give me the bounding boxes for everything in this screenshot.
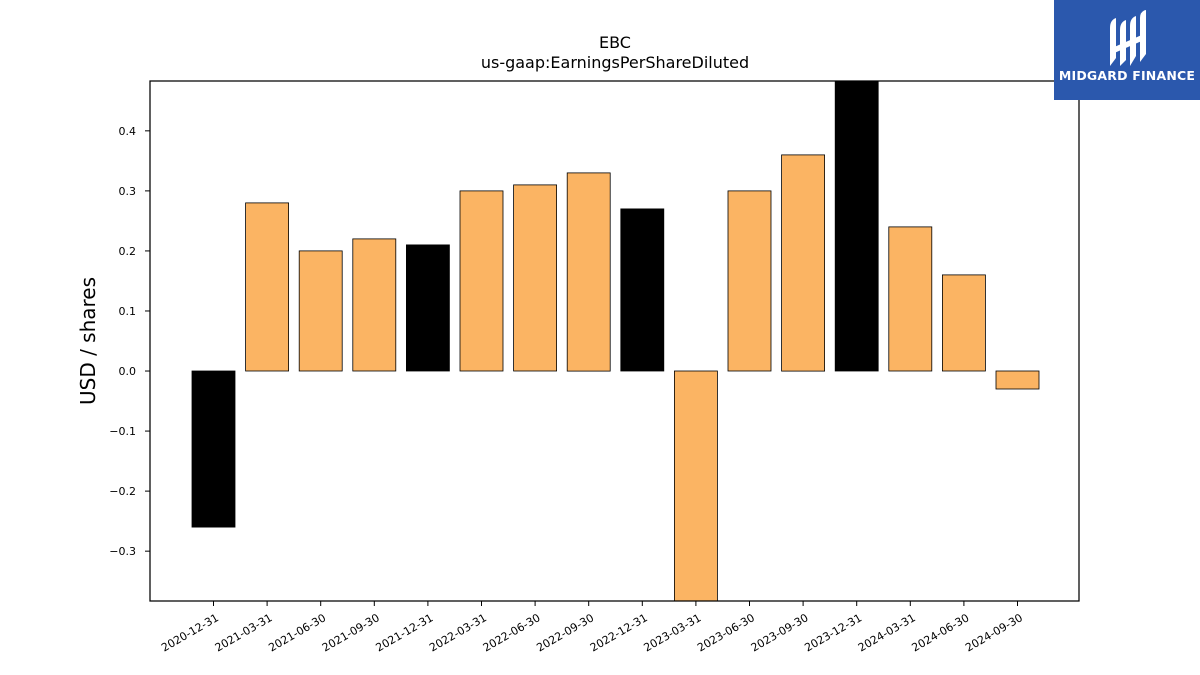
bar-2022-03-31 [459,190,504,372]
y-tick-label: −0.1 [109,425,136,438]
midgard-finance-logo: MIDGARD FINANCE [1054,0,1200,100]
x-axis: 2020-12-312021-03-312021-06-302021-09-30… [159,601,1025,654]
logo-text: MIDGARD FINANCE [1058,68,1196,83]
bar-2024-06-30 [942,274,986,372]
x-tick-label: 2021-12-31 [374,611,436,654]
y-tick-label: 0.1 [119,305,137,318]
x-tick-label: 2020-12-31 [159,611,221,654]
bar-2022-12-31 [620,208,665,372]
bar-2021-03-31 [245,202,290,372]
midgard-logo-icon [1110,10,1146,66]
y-axis: −0.3 −0.2 −0.1 0.0 0.1 0.2 0.3 0.4 [109,125,150,558]
x-tick-label: 2022-06-30 [481,611,543,654]
bar-2023-12-31 [834,81,879,372]
y-axis-label: USD / shares [76,277,100,405]
chart-subtitle: us-gaap:EarningsPerShareDiluted [481,53,749,72]
x-tick-label: 2022-09-30 [534,611,596,654]
y-tick-label: −0.3 [109,545,136,558]
x-tick-label: 2024-06-30 [910,611,972,654]
bar-2023-09-30 [781,154,825,372]
bars-group [191,81,1040,601]
x-tick-label: 2024-03-31 [856,611,918,654]
x-tick-label: 2023-12-31 [802,611,864,654]
bar-2020-12-31 [191,370,236,528]
x-tick-label: 2023-03-31 [642,611,704,654]
bar-2022-09-30 [566,172,611,372]
bar-2021-12-31 [405,244,450,372]
bar-2024-03-31 [888,226,933,372]
y-tick-label: 0.2 [119,245,137,258]
x-tick-label: 2021-09-30 [320,611,382,654]
bar-2022-06-30 [513,184,557,372]
x-tick-label: 2023-06-30 [695,611,757,654]
x-tick-label: 2021-03-31 [213,611,275,654]
chart-title: EBC [599,33,631,52]
bar-2023-06-30 [727,190,772,372]
bar-2024-09-30 [995,370,1040,390]
x-tick-label: 2022-03-31 [427,611,489,654]
y-tick-label: −0.2 [109,485,136,498]
x-tick-label: 2021-06-30 [266,611,328,654]
x-tick-label: 2023-09-30 [749,611,811,654]
plot-frame [149,80,1080,602]
x-tick-label: 2022-12-31 [588,611,650,654]
y-tick-label: 0.4 [119,125,137,138]
bar-2021-09-30 [352,238,397,372]
bar-2021-06-30 [298,250,343,372]
bar-2023-03-31 [674,370,718,601]
y-tick-label: 0.3 [119,185,137,198]
x-tick-label: 2024-09-30 [963,611,1025,654]
y-tick-label: 0.0 [119,365,137,378]
